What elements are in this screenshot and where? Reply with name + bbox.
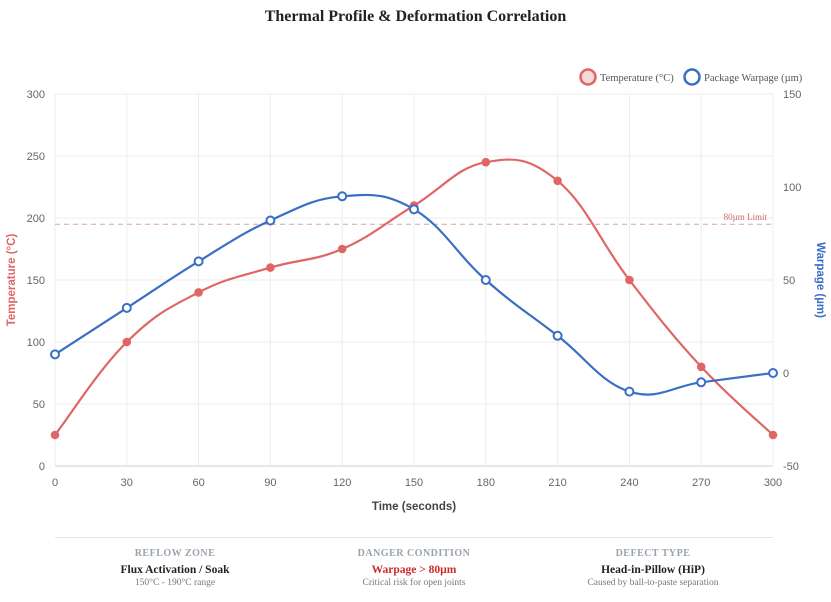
footer-heading: REFLOW ZONE [134, 548, 216, 559]
legend-temperature-swatch [579, 68, 597, 86]
footer-subtext: 150°C - 190°C range [134, 578, 216, 588]
temperature-point [122, 337, 132, 347]
temperature-point [481, 157, 491, 167]
y-right-tick-label: 100 [783, 182, 801, 194]
legend-warpage-swatch [683, 68, 701, 86]
warpage-point [696, 377, 707, 388]
temperature-point [696, 362, 706, 372]
warpage-point [624, 386, 635, 397]
footer-value: Warpage > 80µm [371, 564, 457, 576]
x-tick-label: 120 [333, 477, 351, 489]
temperature-point [266, 263, 275, 272]
y-left-axis-title: Temperature (°C) [6, 234, 18, 327]
chart-title: Thermal Profile & Deformation Correlatio… [264, 8, 567, 25]
x-axis-title: Time (seconds) [372, 501, 456, 513]
footer-value: Flux Activation / Soak [120, 564, 230, 576]
footer-subtext: Critical risk for open joints [362, 578, 466, 588]
y-left-tick-label: 200 [27, 213, 45, 225]
y-left-tick-label: 300 [27, 89, 45, 101]
footer-defect-type: DEFECT TYPE Head-in-Pillow (HiP) Caused … [533, 548, 773, 588]
y-left-tick-label: 50 [33, 399, 45, 411]
legend-temperature-label: Temperature (°C) [600, 73, 674, 84]
footer-reflow-zone: REFLOW ZONE Flux Activation / Soak 150°C… [55, 548, 295, 588]
x-tick-label: 90 [264, 477, 276, 489]
warpage-point [768, 368, 778, 378]
legend-warpage-label: Package Warpage (µm) [704, 73, 803, 84]
warpage-point [337, 191, 348, 202]
y-right-tick-label: -50 [783, 461, 799, 473]
x-tick-label: 30 [121, 477, 133, 489]
temperature-point [625, 275, 634, 285]
footer-value: Head-in-Pillow (HiP) [601, 564, 705, 576]
footer-heading: DEFECT TYPE [615, 548, 691, 559]
threshold-label: 80µm Limit [724, 212, 768, 222]
x-tick-label: 210 [548, 477, 566, 489]
temperature-line [54, 158, 774, 436]
warpage-point [193, 256, 204, 267]
x-tick-label: 180 [477, 477, 495, 489]
temperature-point [194, 288, 203, 297]
y-right-tick-label: 0 [783, 368, 789, 380]
temperature-point [50, 430, 60, 440]
y-left-tick-label: 150 [27, 275, 45, 287]
temperature-point [768, 430, 778, 440]
temperature-point [337, 244, 347, 254]
warpage-point [265, 215, 276, 226]
summary-footer: REFLOW ZONE Flux Activation / Soak 150°C… [55, 537, 773, 588]
x-tick-label: 240 [620, 477, 638, 489]
x-tick-label: 0 [52, 477, 58, 489]
x-tick-label: 60 [192, 477, 204, 489]
warpage-point [409, 204, 419, 215]
footer-heading: DANGER CONDITION [357, 548, 471, 559]
x-tick-label: 150 [405, 477, 423, 489]
temperature-point [553, 176, 562, 186]
x-tick-label: 300 [764, 477, 782, 489]
y-right-axis-title: Warpage (µm) [814, 242, 826, 318]
y-left-tick-label: 100 [27, 337, 45, 349]
warpage-point [480, 275, 491, 285]
warpage-point [121, 302, 132, 313]
footer-danger-condition: DANGER CONDITION Warpage > 80µm Critical… [294, 548, 534, 588]
y-right-tick-label: 50 [783, 275, 795, 287]
footer-subtext: Caused by ball-to-paste separation [587, 578, 719, 588]
y-left-tick-label: 250 [27, 151, 45, 163]
warpage-point [50, 349, 60, 360]
y-left-tick-label: 0 [39, 461, 45, 473]
x-tick-label: 270 [692, 477, 710, 489]
y-right-tick-label: 150 [783, 89, 801, 101]
warpage-point [552, 330, 563, 341]
